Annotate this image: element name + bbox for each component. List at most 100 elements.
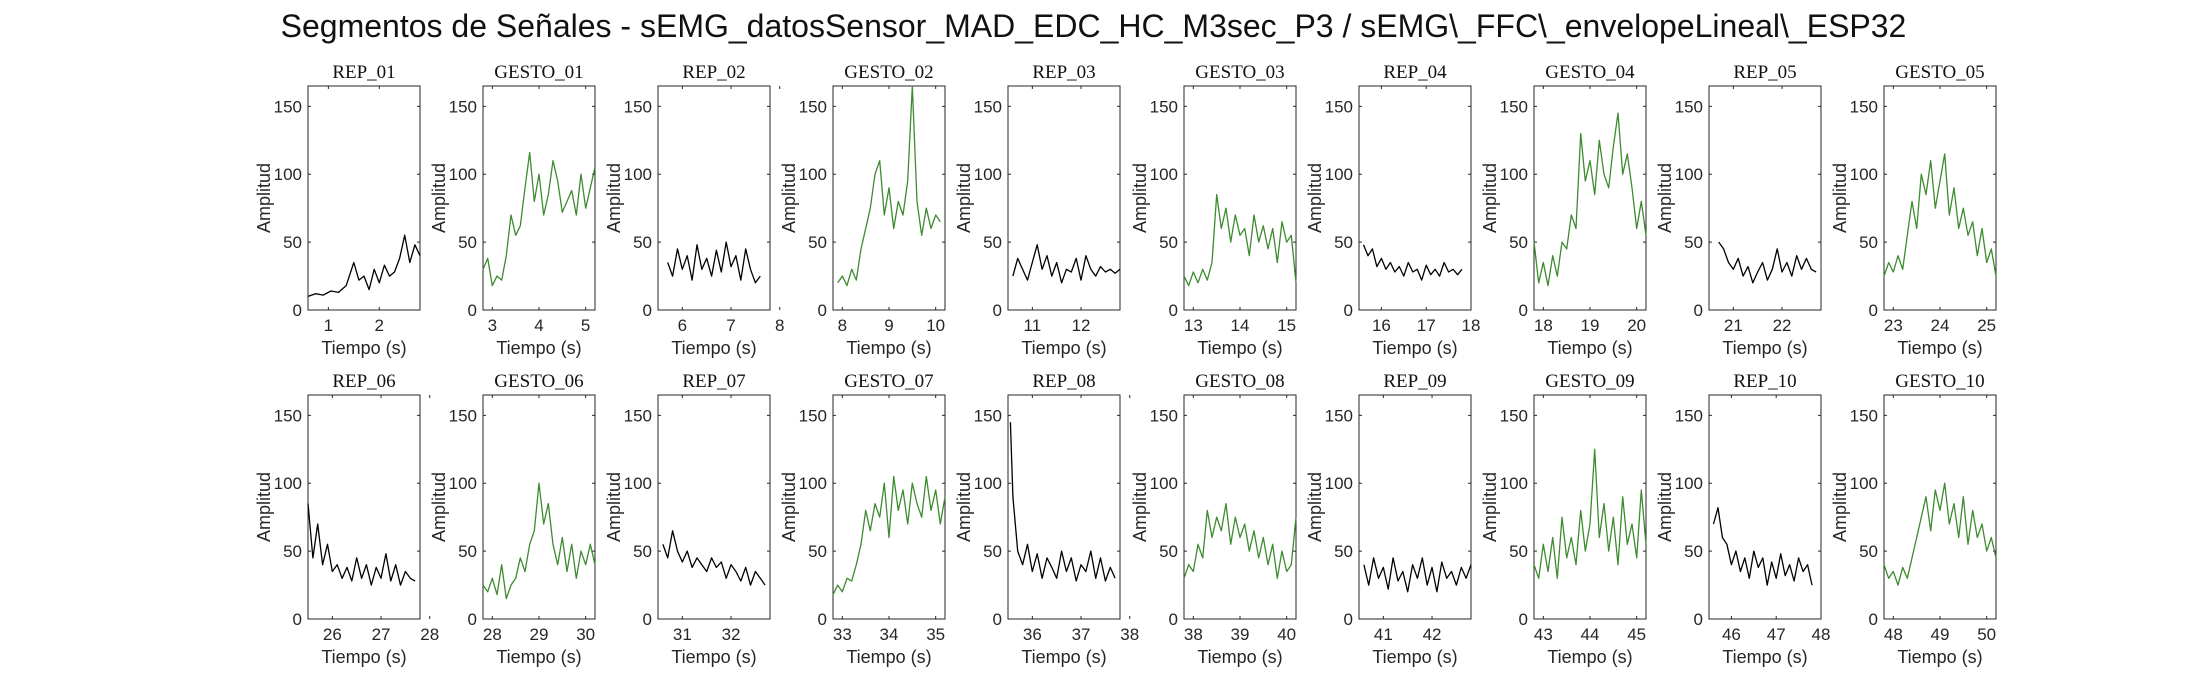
subplot-title: GESTO_02 (844, 62, 933, 83)
y-tick-label: 0 (643, 301, 652, 320)
y-tick-label: 0 (1694, 301, 1703, 320)
y-tick-label: 100 (624, 474, 652, 493)
subplot-title: REP_01 (332, 62, 395, 83)
x-axis-label: Tiempo (s) (1722, 647, 1807, 667)
y-axis-label: Amplitud (779, 472, 799, 542)
axes-box (307, 394, 421, 620)
y-tick-label: 50 (458, 233, 477, 252)
x-axis-label: Tiempo (s) (671, 647, 756, 667)
y-tick-label: 0 (1344, 301, 1353, 320)
y-tick-label: 150 (274, 97, 302, 116)
y-tick-label: 50 (1334, 233, 1353, 252)
y-tick-label: 100 (799, 165, 827, 184)
y-axis-label: Amplitud (954, 163, 974, 233)
subplot-rep-01: 0 50 100 150 1 2 REP_01 Tiempo (s) Amplitud (254, 62, 421, 358)
y-tick-label: 100 (1850, 165, 1878, 184)
x-axis-label: Tiempo (s) (1021, 338, 1106, 358)
series-line (662, 530, 766, 586)
subplot-title: GESTO_08 (1195, 371, 1284, 392)
y-tick-label: 100 (449, 165, 477, 184)
y-axis-label: Amplitud (954, 472, 974, 542)
y-axis-label: Amplitud (1130, 163, 1150, 233)
x-axis-label: Tiempo (s) (846, 338, 931, 358)
series-line (482, 482, 596, 600)
x-axis-label: Tiempo (s) (1547, 338, 1632, 358)
y-tick-label: 100 (1325, 474, 1353, 493)
subplot-title: REP_10 (1733, 371, 1796, 392)
y-tick-label: 100 (1325, 165, 1353, 184)
axes-box (307, 85, 421, 311)
axes-box (1007, 394, 1121, 620)
y-axis-label: Amplitud (254, 472, 274, 542)
x-axis-label: Tiempo (s) (846, 647, 931, 667)
x-tick-label: 36 (1023, 625, 1042, 644)
x-tick-label: 49 (1931, 625, 1950, 644)
subplot-title: GESTO_04 (1545, 62, 1635, 83)
subplot-gesto-10: 0 50 100 150 48 49 50 GESTO_10 Tiempo (s) Amplitu… (1830, 371, 1997, 667)
y-tick-label: 50 (1334, 542, 1353, 561)
y-tick-label: 100 (974, 165, 1002, 184)
x-axis-label: Tiempo (s) (1197, 647, 1282, 667)
x-tick-label: 38 (1184, 625, 1203, 644)
y-tick-label: 100 (274, 165, 302, 184)
y-tick-label: 0 (293, 610, 302, 629)
x-tick-label: 32 (722, 625, 741, 644)
x-tick-label: 1 (324, 316, 333, 335)
y-tick-label: 100 (1675, 474, 1703, 493)
series-line (1183, 193, 1297, 287)
series-line (307, 503, 416, 586)
x-tick-label: 24 (1931, 316, 1950, 335)
y-axis-label: Amplitud (779, 163, 799, 233)
x-tick-label: 27 (372, 625, 391, 644)
x-tick-label: 19 (1581, 316, 1600, 335)
y-tick-label: 50 (283, 233, 302, 252)
y-axis-label: Amplitud (1830, 163, 1850, 233)
x-tick-label: 5 (581, 316, 590, 335)
series-line (667, 241, 761, 284)
axes-box (832, 85, 946, 311)
x-axis-label: Tiempo (s) (1722, 338, 1807, 358)
axes-box (1007, 85, 1121, 311)
x-tick-label: 4 (534, 316, 543, 335)
subplot-title: GESTO_10 (1895, 371, 1984, 392)
x-tick-label: 29 (530, 625, 549, 644)
x-tick-label: 12 (1072, 316, 1091, 335)
y-tick-label: 0 (643, 610, 652, 629)
subplot-title: GESTO_09 (1545, 371, 1634, 392)
subplot-title: REP_02 (682, 62, 745, 83)
subplot-title: REP_07 (682, 371, 745, 392)
x-tick-label: 43 (1534, 625, 1553, 644)
series-line (1362, 244, 1463, 281)
y-tick-label: 150 (1850, 406, 1878, 425)
axes-box (1708, 85, 1822, 311)
y-tick-label: 50 (1859, 542, 1878, 561)
subplot-gesto-02: 0 50 100 150 8 9 10 GESTO_02 Tiempo (s) Amplitud (779, 62, 946, 358)
x-tick-label: 15 (1277, 316, 1296, 335)
y-tick-label: 0 (468, 610, 477, 629)
y-tick-label: 0 (1869, 610, 1878, 629)
series-line (832, 475, 946, 595)
x-axis-label: Tiempo (s) (496, 647, 581, 667)
y-tick-label: 150 (1500, 97, 1528, 116)
subplot-rep-06: 0 50 100 150 26 27 28 REP_06 Tiempo (s) Amplitud (254, 371, 439, 667)
y-tick-label: 0 (1694, 610, 1703, 629)
axes-box (1883, 85, 1997, 311)
x-tick-label: 40 (1277, 625, 1296, 644)
x-axis-label: Tiempo (s) (1547, 647, 1632, 667)
y-tick-label: 150 (624, 406, 652, 425)
y-tick-label: 150 (449, 97, 477, 116)
y-tick-label: 150 (1500, 406, 1528, 425)
y-axis-label: Amplitud (1655, 472, 1675, 542)
y-tick-label: 100 (624, 165, 652, 184)
x-axis-label: Tiempo (s) (1197, 338, 1282, 358)
axes-box (1533, 394, 1647, 620)
y-tick-label: 150 (799, 97, 827, 116)
y-tick-label: 0 (993, 610, 1002, 629)
x-tick-label: 10 (926, 316, 945, 335)
x-tick-label: 18 (1534, 316, 1553, 335)
x-tick-label: 6 (678, 316, 687, 335)
axes-box (1183, 394, 1297, 620)
y-tick-label: 150 (1675, 406, 1703, 425)
x-tick-label: 17 (1417, 316, 1436, 335)
